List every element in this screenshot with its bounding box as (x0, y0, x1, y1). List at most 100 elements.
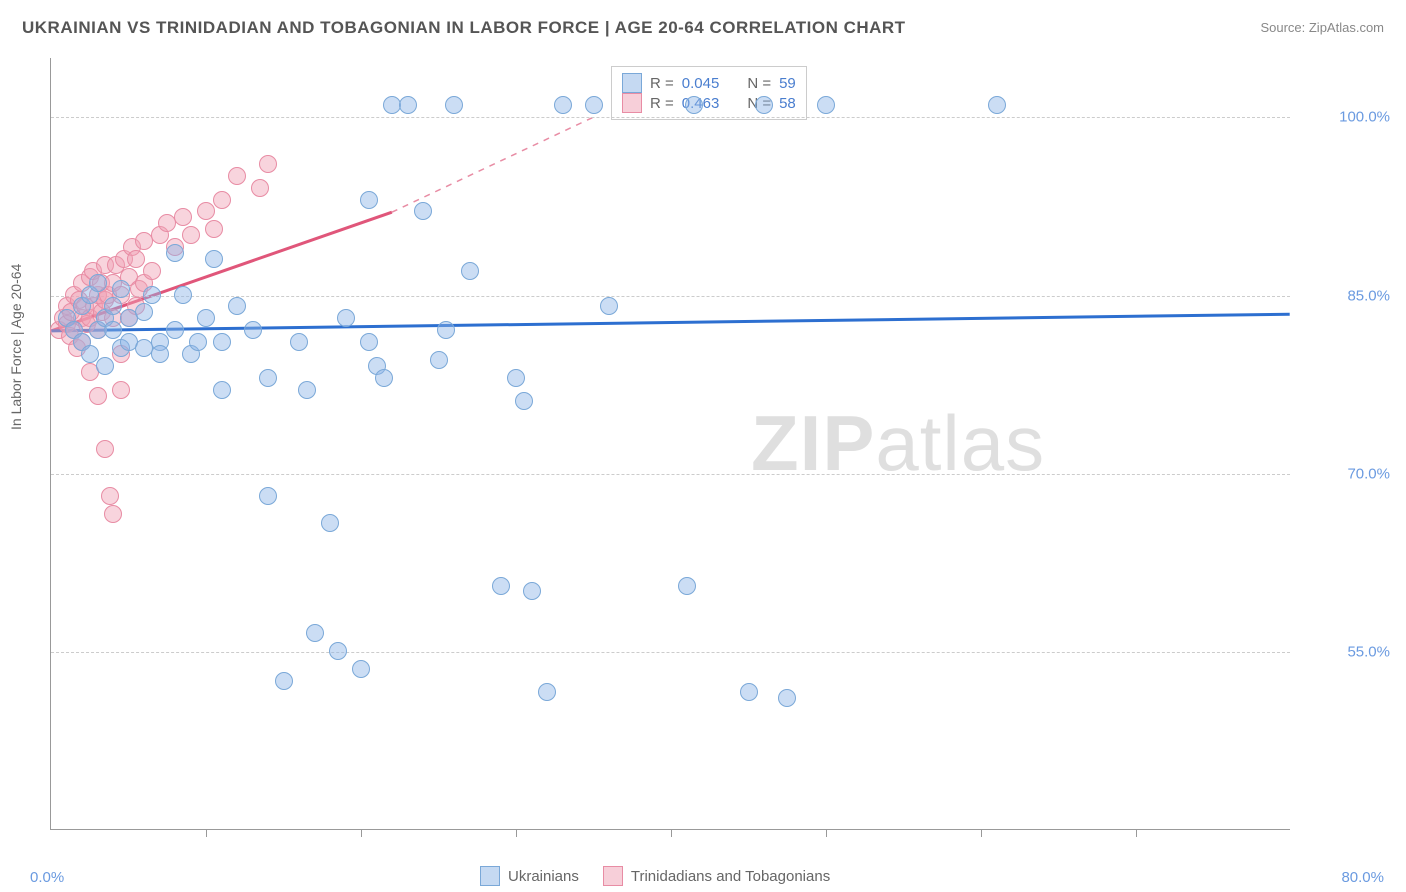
legend-label: Ukrainians (508, 868, 579, 885)
data-point (988, 96, 1006, 114)
data-point (685, 96, 703, 114)
data-point (507, 369, 525, 387)
data-point (678, 577, 696, 595)
data-point (414, 202, 432, 220)
legend-swatch (603, 866, 623, 886)
data-point (251, 179, 269, 197)
legend-swatch (480, 866, 500, 886)
data-point (461, 262, 479, 280)
watermark: ZIPatlas (751, 398, 1045, 489)
legend-swatch (622, 93, 642, 113)
chart-title: UKRAINIAN VS TRINIDADIAN AND TOBAGONIAN … (22, 18, 906, 38)
data-point (259, 155, 277, 173)
data-point (166, 321, 184, 339)
data-point (523, 582, 541, 600)
data-point (740, 683, 758, 701)
data-point (112, 280, 130, 298)
data-point (259, 487, 277, 505)
data-point (127, 250, 145, 268)
data-point (104, 297, 122, 315)
data-point (329, 642, 347, 660)
data-point (228, 297, 246, 315)
data-point (104, 321, 122, 339)
data-point (182, 226, 200, 244)
legend-item: Ukrainians (480, 866, 579, 886)
plot-area: ZIPatlas R =0.045N =59R =0.463N =58 55.0… (50, 58, 1290, 830)
data-point (197, 202, 215, 220)
data-point (104, 505, 122, 523)
data-point (352, 660, 370, 678)
data-point (360, 191, 378, 209)
x-tick (516, 829, 517, 837)
correlation-legend: R =0.045N =59R =0.463N =58 (611, 66, 807, 120)
data-point (538, 683, 556, 701)
gridline (51, 474, 1290, 475)
x-axis-min-label: 0.0% (30, 869, 64, 886)
data-point (143, 286, 161, 304)
data-point (89, 274, 107, 292)
series-legend: Ukrainians Trinidadians and Tobagonians (480, 866, 830, 886)
data-point (275, 672, 293, 690)
trend-line (392, 117, 593, 212)
data-point (337, 309, 355, 327)
data-point (430, 351, 448, 369)
data-point (515, 392, 533, 410)
data-point (89, 387, 107, 405)
data-point (81, 345, 99, 363)
source-attribution: Source: ZipAtlas.com (1260, 20, 1384, 35)
x-tick (361, 829, 362, 837)
data-point (174, 286, 192, 304)
data-point (259, 369, 277, 387)
trend-line (51, 314, 1289, 331)
data-point (135, 303, 153, 321)
x-tick (206, 829, 207, 837)
legend-row: R = 0.045 N = 59 (622, 73, 796, 93)
legend-label: Trinidadians and Tobagonians (631, 868, 830, 885)
legend-r-label: R = (650, 95, 674, 112)
y-axis-label: In Labor Force | Age 20-64 (8, 264, 24, 430)
x-tick (671, 829, 672, 837)
data-point (96, 440, 114, 458)
x-axis-max-label: 80.0% (1341, 869, 1384, 886)
data-point (445, 96, 463, 114)
data-point (197, 309, 215, 327)
x-tick (826, 829, 827, 837)
data-point (375, 369, 393, 387)
data-point (174, 208, 192, 226)
data-point (213, 333, 231, 351)
data-point (306, 624, 324, 642)
data-point (101, 487, 119, 505)
data-point (189, 333, 207, 351)
data-point (600, 297, 618, 315)
legend-item: Trinidadians and Tobagonians (603, 866, 830, 886)
legend-n-value: 59 (779, 75, 796, 92)
data-point (205, 250, 223, 268)
y-tick-label: 85.0% (1300, 287, 1390, 304)
legend-r-value: 0.045 (682, 75, 720, 92)
data-point (817, 96, 835, 114)
legend-n-label: N = (747, 75, 771, 92)
data-point (437, 321, 455, 339)
data-point (321, 514, 339, 532)
gridline (51, 117, 1290, 118)
data-point (244, 321, 262, 339)
y-tick-label: 55.0% (1300, 643, 1390, 660)
data-point (228, 167, 246, 185)
legend-swatch (622, 73, 642, 93)
legend-r-label: R = (650, 75, 674, 92)
data-point (213, 381, 231, 399)
x-tick (981, 829, 982, 837)
data-point (755, 96, 773, 114)
data-point (492, 577, 510, 595)
data-point (360, 333, 378, 351)
data-point (399, 96, 417, 114)
data-point (778, 689, 796, 707)
data-point (298, 381, 316, 399)
data-point (96, 357, 114, 375)
x-tick (1136, 829, 1137, 837)
data-point (143, 262, 161, 280)
data-point (205, 220, 223, 238)
data-point (112, 381, 130, 399)
data-point (585, 96, 603, 114)
data-point (290, 333, 308, 351)
